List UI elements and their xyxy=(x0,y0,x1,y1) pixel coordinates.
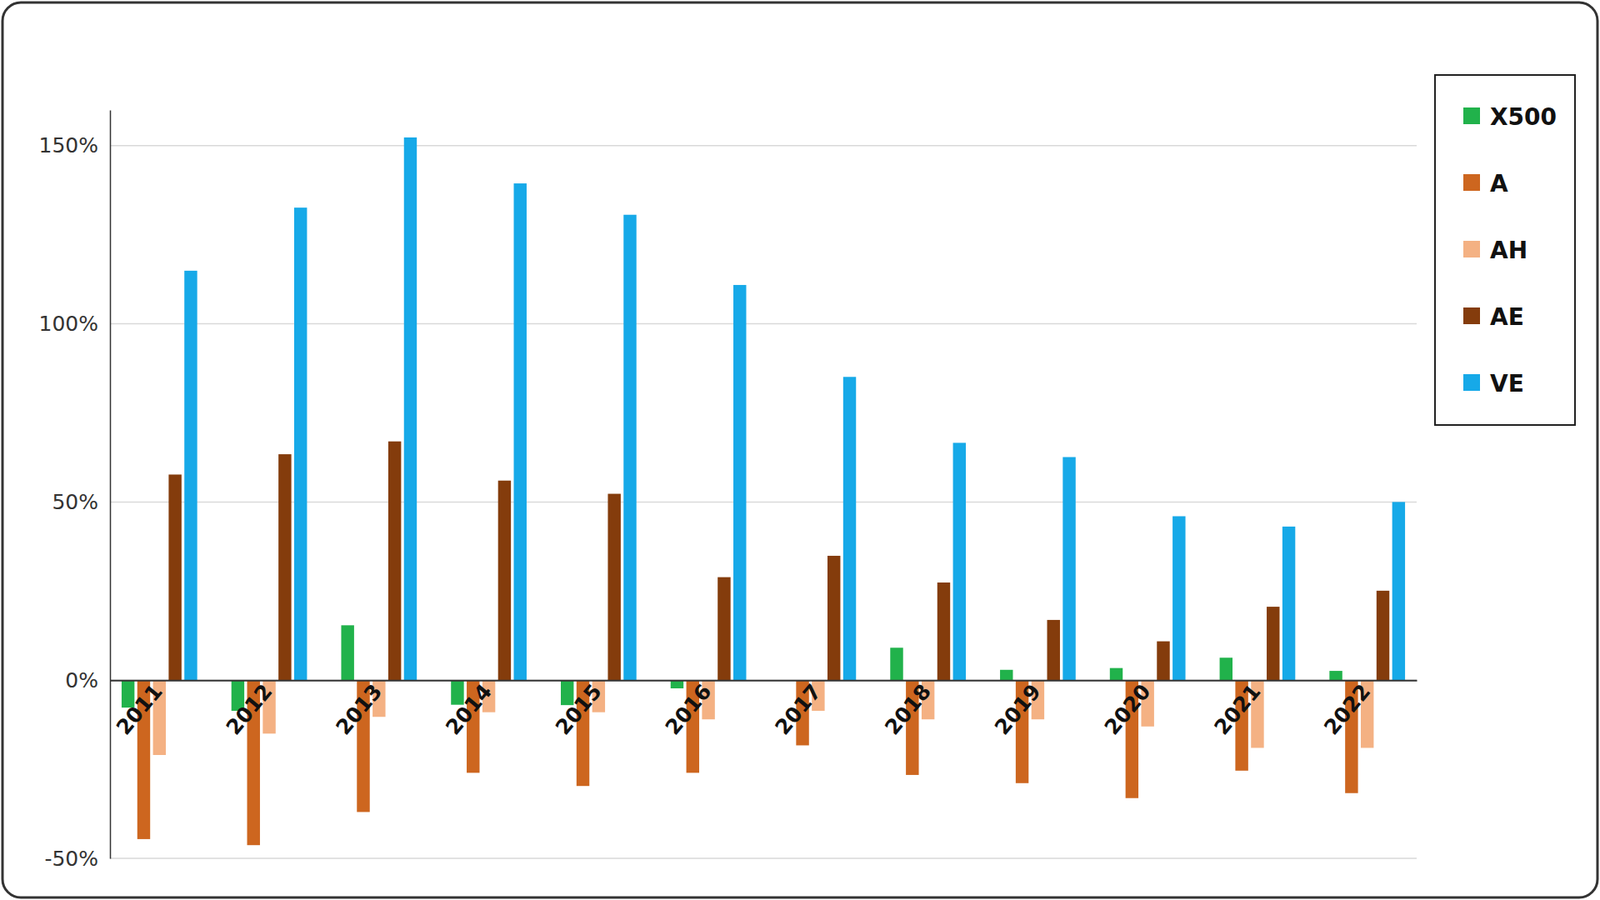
legend-label: AE xyxy=(1490,303,1525,331)
tick: 2017 xyxy=(770,679,826,740)
tick: 0% xyxy=(65,668,110,693)
y-axis: -50% 0% 50% 100% 150% xyxy=(39,110,111,871)
tick-label: 150% xyxy=(39,133,99,158)
legend-swatch xyxy=(1463,307,1480,325)
tick: 2021 xyxy=(1209,679,1265,740)
legend-label: X500 xyxy=(1490,103,1557,131)
tick-label: 2022 xyxy=(1319,679,1375,740)
bar xyxy=(340,625,354,680)
tick: 100% xyxy=(39,311,110,336)
bar xyxy=(294,207,307,680)
tick: 2014 xyxy=(440,679,497,740)
tick-label: -50% xyxy=(44,846,99,871)
legend-label: A xyxy=(1490,170,1509,198)
tick: 2013 xyxy=(330,679,387,740)
tick: 150% xyxy=(39,133,110,158)
grid-line xyxy=(110,857,1417,860)
bar xyxy=(890,647,903,680)
tick: 2012 xyxy=(221,679,278,740)
bar xyxy=(1156,641,1170,681)
bar xyxy=(827,555,840,680)
bar xyxy=(623,215,636,680)
bar xyxy=(498,480,511,680)
series-bars xyxy=(184,137,1405,680)
tick: 2011 xyxy=(111,679,168,740)
bar xyxy=(168,474,181,680)
tick-label: 2014 xyxy=(440,679,497,740)
frame xyxy=(2,2,1598,898)
tick-label: 2012 xyxy=(221,679,278,740)
legend-swatch xyxy=(1463,240,1480,258)
tick: 2015 xyxy=(550,679,607,740)
bar xyxy=(514,183,527,680)
bar xyxy=(607,494,620,681)
bar xyxy=(733,285,746,680)
bars xyxy=(121,137,1405,845)
chart: -50%0%50%100%150%20112012201320142015201… xyxy=(0,0,1600,900)
tick-label: 2016 xyxy=(660,679,717,740)
bar xyxy=(1376,590,1390,680)
bar xyxy=(953,442,966,680)
tick-label: 2015 xyxy=(550,679,607,740)
bar xyxy=(1282,526,1295,680)
bar xyxy=(1392,501,1405,680)
bar xyxy=(404,137,417,680)
tick: 2020 xyxy=(1100,679,1156,740)
tick-label: 100% xyxy=(39,311,99,336)
tick-label: 50% xyxy=(51,490,99,515)
axis-line xyxy=(110,110,112,860)
tick-label: 2011 xyxy=(111,679,168,740)
tick-label: 2013 xyxy=(330,679,387,740)
tick-label: 2021 xyxy=(1209,679,1265,740)
legend-swatch xyxy=(1463,374,1480,391)
bar xyxy=(184,270,197,680)
bar xyxy=(1000,670,1013,680)
bar xyxy=(843,376,856,680)
tick: -50% xyxy=(44,846,110,871)
bar xyxy=(1220,657,1233,680)
legend-box xyxy=(1435,75,1575,425)
bar xyxy=(1047,620,1060,680)
bar xyxy=(1172,515,1185,680)
legend-label: AH xyxy=(1490,236,1528,265)
grid xyxy=(110,145,1417,859)
bar xyxy=(1062,457,1075,681)
tick: 2019 xyxy=(990,679,1046,740)
legend-swatch xyxy=(1463,174,1480,191)
tick: 2018 xyxy=(880,679,936,740)
bar xyxy=(278,454,291,680)
bar xyxy=(1266,606,1280,680)
legend-label: VE xyxy=(1490,370,1525,398)
bar xyxy=(937,582,950,680)
plot: -50%0%50%100%150%20112012201320142015201… xyxy=(39,110,1418,871)
tick: 50% xyxy=(51,490,110,515)
bar xyxy=(1110,668,1123,681)
tick: 2022 xyxy=(1319,679,1375,740)
tick-label: 0% xyxy=(65,668,99,693)
grid-line xyxy=(110,145,1417,147)
legend: X500 A AH AE VE xyxy=(1435,75,1575,425)
tick-label: 2019 xyxy=(990,679,1046,740)
axis-line xyxy=(110,680,1418,682)
tick-label: 2020 xyxy=(1100,679,1156,740)
series-bars xyxy=(137,680,1359,845)
legend-swatch xyxy=(1463,107,1480,125)
bar xyxy=(1329,670,1342,680)
x-axis: 2011 2012 2013 2014 2015 2016 2017 2018 2019 2020… xyxy=(110,679,1418,740)
series-bars xyxy=(153,680,1375,755)
tick: 2016 xyxy=(660,679,717,740)
tick-label: 2018 xyxy=(880,679,936,740)
bar xyxy=(717,577,730,681)
bar xyxy=(388,441,401,681)
tick-label: 2017 xyxy=(770,679,826,740)
series-bars xyxy=(168,441,1390,681)
